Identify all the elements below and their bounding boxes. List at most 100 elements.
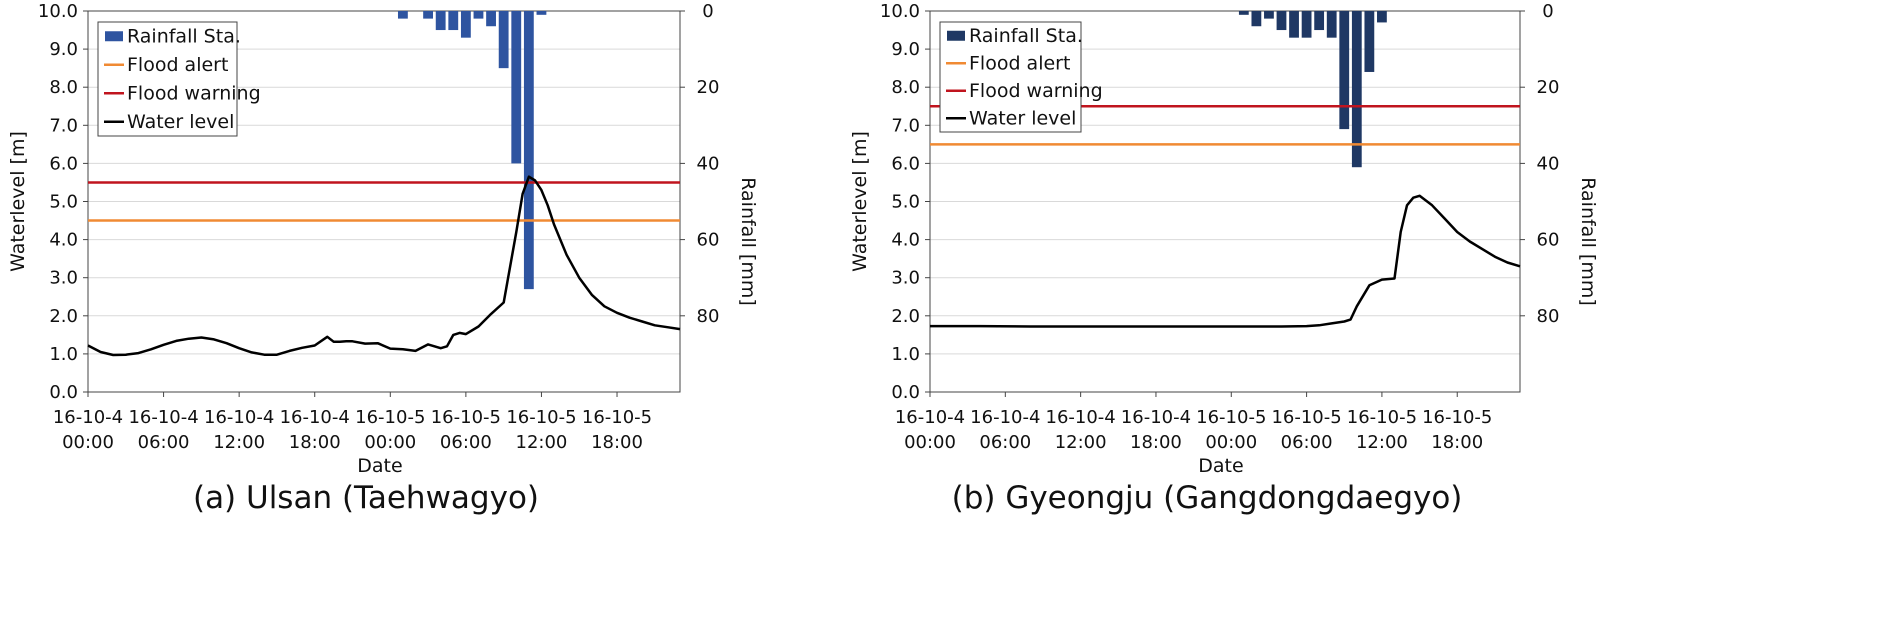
x-tick-label-date: 16-10-4	[204, 407, 274, 428]
x-tick-label-time: 18:00	[1130, 432, 1182, 453]
legend-label: Flood warning	[969, 80, 1103, 102]
y-tick-label: 0.0	[891, 382, 920, 403]
x-tick-label-date: 16-10-4	[970, 407, 1040, 428]
x-tick-label-time: 06:00	[1281, 432, 1333, 453]
y-tick-label: 5.0	[49, 192, 78, 213]
y-tick-label: 8.0	[49, 77, 78, 98]
legend-label: Water level	[969, 107, 1076, 129]
rainfall-bar	[486, 11, 496, 27]
y-axis-title: Waterlevel [m]	[7, 131, 29, 272]
rainfall-bar	[1314, 11, 1325, 31]
legend-label: Flood alert	[127, 54, 228, 76]
y2-axis-title: Rainfall [mm]	[1577, 177, 1599, 306]
rainfall-bar	[397, 11, 408, 19]
legend-label: Flood alert	[969, 52, 1070, 74]
y2-tick-label: 20	[697, 77, 720, 98]
y-tick-label: 1.0	[891, 344, 920, 365]
x-tick-label-time: 00:00	[904, 432, 956, 453]
x-tick-label-time: 06:00	[440, 432, 492, 453]
y2-tick-label: 60	[697, 230, 720, 251]
x-tick-label-time: 00:00	[364, 432, 416, 453]
y-tick-label: 7.0	[891, 115, 920, 136]
y2-tick-label: 80	[1537, 306, 1560, 327]
x-tick-label-date: 16-10-5	[355, 407, 425, 428]
y-tick-label: 9.0	[891, 39, 920, 60]
rainfall-bar	[536, 11, 547, 15]
x-tick-label-date: 16-10-5	[1422, 407, 1492, 428]
water-level-line	[87, 175, 681, 357]
rainfall-bar	[1238, 11, 1249, 15]
y-tick-label: 9.0	[49, 39, 78, 60]
x-tick-label-date: 16-10-5	[582, 407, 652, 428]
rainfall-bar	[1276, 11, 1287, 31]
x-tick-label-date: 16-10-4	[895, 407, 965, 428]
legend-swatch-bar	[947, 30, 965, 41]
y2-tick-label: 20	[1537, 77, 1560, 98]
x-tick-label-date: 16-10-5	[506, 407, 576, 428]
rainfall-bar	[1377, 11, 1387, 23]
rainfall-bar	[1351, 11, 1362, 168]
y2-tick-label: 0	[1542, 1, 1553, 22]
y-tick-label: 10.0	[880, 1, 920, 22]
legend-label: Rainfall Sta.	[127, 25, 241, 47]
panel-caption: (b) Gyeongju (Gangdongdaegyo)	[952, 480, 1463, 516]
y-tick-label: 1.0	[49, 344, 78, 365]
x-tick-label-time: 00:00	[62, 432, 114, 453]
chart-panel-a: 0.0 1.0 2.0 3.0 4.0 5.0 6.0 7.0 8.0 9.0 10.0 0 20 40 6…	[7, 1, 759, 516]
y-tick-label: 4.0	[49, 230, 78, 251]
x-axis-title: Date	[357, 455, 402, 477]
x-tick-label-time: 18:00	[289, 432, 341, 453]
x-tick-label-date: 16-10-5	[431, 407, 501, 428]
y2-tick-label: 60	[1537, 230, 1560, 251]
x-tick-label-time: 06:00	[979, 432, 1031, 453]
y2-tick-label: 40	[1537, 153, 1560, 174]
legend-swatch-bar	[105, 31, 123, 42]
y-tick-label: 3.0	[891, 268, 920, 289]
rainfall-bar	[1326, 11, 1337, 38]
x-tick-label-time: 12:00	[1055, 432, 1107, 453]
rainfall-bar	[511, 11, 522, 164]
rainfall-bar	[1251, 11, 1262, 27]
x-tick-label-time: 06:00	[138, 432, 190, 453]
legend-label: Flood warning	[127, 82, 261, 104]
x-tick-label-time: 00:00	[1205, 432, 1257, 453]
y2-axis-title: Rainfall [mm]	[737, 177, 759, 306]
x-tick-label-date: 16-10-5	[1271, 407, 1341, 428]
rainfall-bar	[1301, 11, 1312, 38]
x-tick-label-date: 16-10-4	[53, 407, 123, 428]
rainfall-bar	[1289, 11, 1299, 38]
legend-label: Rainfall Sta.	[969, 25, 1083, 47]
x-tick-label-time: 18:00	[1431, 432, 1483, 453]
rainfall-bar	[435, 11, 446, 31]
y-axis-title: Waterlevel [m]	[849, 131, 871, 272]
legend-label: Water level	[127, 111, 234, 133]
y-tick-label: 0.0	[49, 382, 78, 403]
x-tick-label-date: 16-10-5	[1196, 407, 1266, 428]
x-tick-label-date: 16-10-4	[1121, 407, 1191, 428]
chart-panel-b: 0.0 1.0 2.0 3.0 4.0 5.0 6.0 7.0 8.0 9.0 10.0 0 20 40 6…	[849, 1, 1599, 516]
y-tick-label: 2.0	[891, 306, 920, 327]
water-level-line	[930, 194, 1521, 328]
rainfall-bar	[498, 11, 509, 69]
x-axis-title: Date	[1198, 455, 1243, 477]
x-tick-label-date: 16-10-5	[1347, 407, 1417, 428]
rainfall-bar	[423, 11, 433, 19]
y-tick-label: 10.0	[38, 1, 78, 22]
rainfall-bar	[1339, 11, 1350, 130]
panel-caption: (a) Ulsan (Taehwagyo)	[193, 480, 539, 516]
y-tick-label: 5.0	[891, 192, 920, 213]
x-tick-label-time: 12:00	[1356, 432, 1408, 453]
rainfall-bar	[460, 11, 471, 38]
y-tick-label: 8.0	[891, 77, 920, 98]
x-tick-label-time: 18:00	[591, 432, 643, 453]
x-tick-label-date: 16-10-4	[280, 407, 350, 428]
x-tick-label-time: 12:00	[213, 432, 265, 453]
x-tick-label-time: 12:00	[516, 432, 568, 453]
x-tick-label-date: 16-10-4	[128, 407, 198, 428]
y2-tick-label: 40	[697, 153, 720, 174]
x-tick-label-date: 16-10-4	[1046, 407, 1116, 428]
y-tick-label: 4.0	[891, 230, 920, 251]
rainfall-bar	[1264, 11, 1274, 19]
y-tick-label: 7.0	[49, 115, 78, 136]
